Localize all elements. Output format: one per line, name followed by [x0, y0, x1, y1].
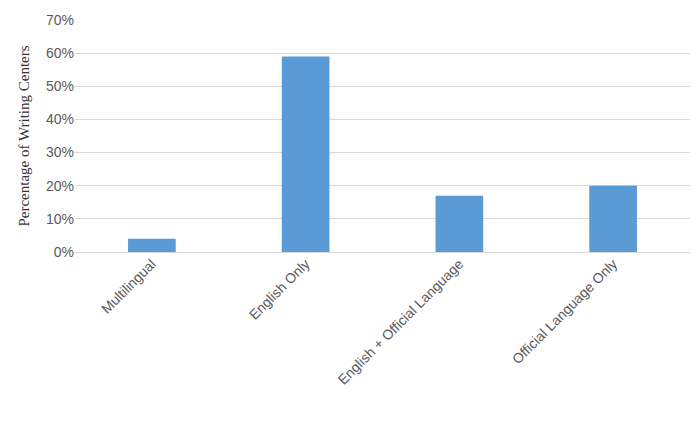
- svg-text:0%: 0%: [54, 244, 74, 260]
- svg-text:10%: 10%: [46, 211, 74, 227]
- svg-text:English + Official Language: English + Official Language: [335, 256, 467, 388]
- svg-text:40%: 40%: [46, 111, 74, 127]
- svg-text:30%: 30%: [46, 144, 74, 160]
- svg-text:English Only: English Only: [246, 256, 313, 323]
- svg-text:70%: 70%: [46, 12, 74, 28]
- svg-text:Multilingual: Multilingual: [98, 256, 159, 317]
- svg-text:20%: 20%: [46, 178, 74, 194]
- svg-text:60%: 60%: [46, 45, 74, 61]
- svg-text:Percentage of Writing Centers: Percentage of Writing Centers: [16, 45, 32, 226]
- svg-text:Official Language Only: Official Language Only: [509, 256, 620, 367]
- svg-text:50%: 50%: [46, 78, 74, 94]
